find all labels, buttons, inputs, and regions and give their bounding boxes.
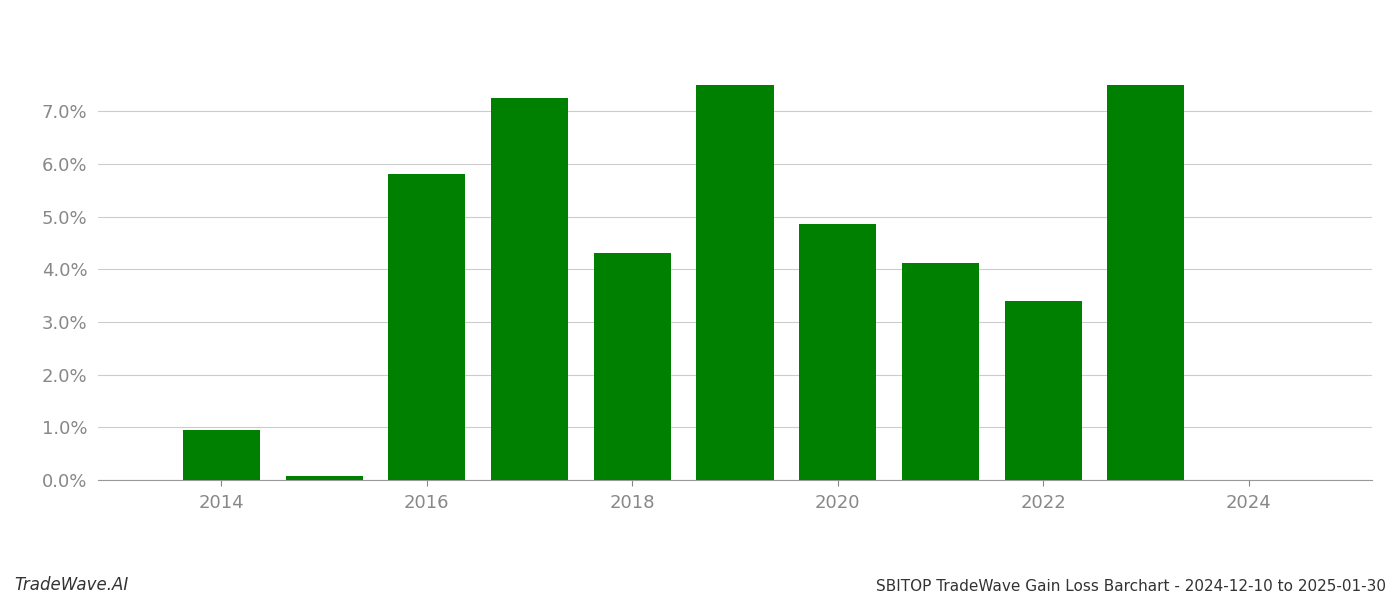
Bar: [388, 175, 465, 480]
Bar: [902, 263, 979, 480]
Text: SBITOP TradeWave Gain Loss Barchart - 2024-12-10 to 2025-01-30: SBITOP TradeWave Gain Loss Barchart - 20…: [876, 579, 1386, 594]
Bar: [1005, 301, 1082, 480]
Bar: [799, 224, 876, 480]
Text: TradeWave.AI: TradeWave.AI: [14, 576, 129, 594]
Bar: [696, 85, 774, 480]
Bar: [1107, 85, 1184, 480]
Bar: [594, 253, 671, 480]
Bar: [491, 98, 568, 480]
Bar: [183, 430, 260, 480]
Bar: [286, 476, 363, 480]
